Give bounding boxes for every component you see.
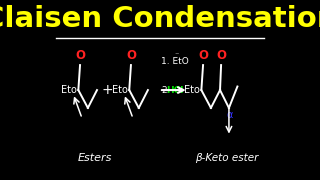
Text: 2.: 2. xyxy=(161,86,170,94)
Text: β-Keto ester: β-Keto ester xyxy=(195,153,259,163)
Text: Claisen Condensation: Claisen Condensation xyxy=(0,5,320,33)
Text: +: + xyxy=(101,83,113,97)
Text: α: α xyxy=(227,110,233,120)
Text: O: O xyxy=(198,49,208,62)
Text: 1. EtO: 1. EtO xyxy=(161,57,189,66)
Text: O: O xyxy=(75,49,85,62)
Text: Esters: Esters xyxy=(78,153,113,163)
Text: O: O xyxy=(216,49,226,62)
Text: HCl: HCl xyxy=(166,86,184,94)
Text: O: O xyxy=(126,49,136,62)
Text: ⁻: ⁻ xyxy=(174,51,179,60)
Text: Eto: Eto xyxy=(61,85,77,95)
Text: Eto: Eto xyxy=(112,85,128,95)
Text: Eto: Eto xyxy=(184,85,200,95)
